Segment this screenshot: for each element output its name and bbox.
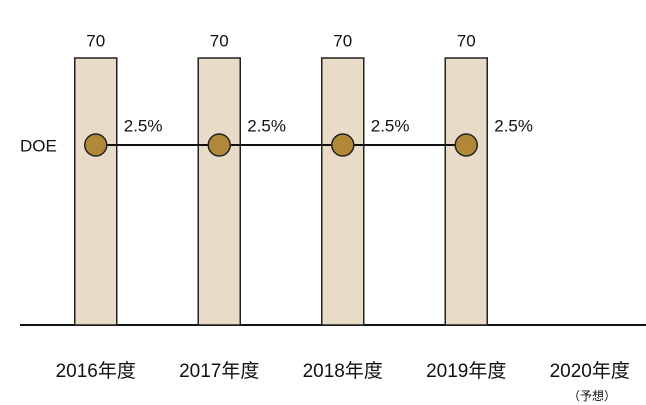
line-value-label: 2.5%	[494, 116, 533, 135]
x-tick-label: 2018年度	[303, 360, 383, 382]
bar-value-label: 70	[333, 31, 352, 50]
category-note: （予想）	[568, 388, 616, 403]
line-point	[207, 133, 231, 157]
line-point	[84, 133, 108, 157]
bar	[74, 57, 118, 326]
bar	[197, 57, 241, 326]
bar-value-label: 70	[457, 31, 476, 50]
x-tick-label: 2019年度	[426, 360, 506, 382]
line-point	[331, 133, 355, 157]
line-value-label: 2.5%	[124, 116, 163, 135]
bar	[321, 57, 365, 326]
bar	[444, 57, 488, 326]
bar-value-label: 70	[86, 31, 105, 50]
line-point	[454, 133, 478, 157]
line-value-label: 2.5%	[247, 116, 286, 135]
series-label: DOE	[20, 136, 57, 155]
x-tick-label: 2016年度	[56, 360, 136, 382]
x-tick-label: 2020年度	[550, 360, 630, 382]
bar-value-label: 70	[210, 31, 229, 50]
x-tick-label: 2017年度	[179, 360, 259, 382]
line-value-label: 2.5%	[371, 116, 410, 135]
